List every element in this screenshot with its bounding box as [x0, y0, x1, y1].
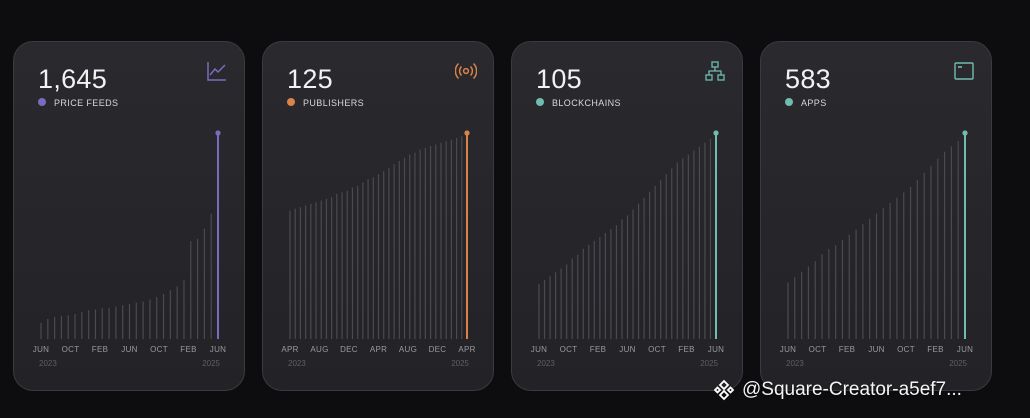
publishers-label: PUBLISHERS [303, 98, 365, 108]
x-tick-label: OCT [897, 345, 915, 354]
year-label: 2023 [537, 359, 555, 368]
window-icon [954, 62, 974, 80]
last-point-marker [464, 130, 470, 136]
x-tick-label: FEB [590, 345, 606, 354]
card-price-feeds: JUN OCT FEB JUN OCT FEB JUN 2023 2025 1,645 PRIC… [13, 41, 245, 391]
x-tick-label: JUN [33, 345, 49, 354]
price-feeds-dot [38, 98, 46, 106]
x-tick-label: APR [370, 345, 387, 354]
x-tick-label: JUN [121, 345, 137, 354]
year-label: 2025 [949, 359, 967, 368]
x-tick-label: JUN [619, 345, 635, 354]
watermark-text: @Square-Creator-a5ef7... [742, 379, 962, 400]
binance-logo-icon [713, 379, 735, 401]
x-tick-label: JUN [531, 345, 547, 354]
card-blockchains: JUN OCT FEB JUN OCT FEB JUN 2023 2025 105 BLOCKC… [511, 41, 743, 391]
blockchains-dot [536, 98, 544, 106]
card-apps: JUN OCT FEB JUN OCT FEB JUN 2023 2025 583 APPS [760, 41, 992, 391]
price-feeds-label: PRICE FEEDS [54, 98, 119, 108]
x-tick-label: APR [458, 345, 475, 354]
publishers-value: 125 [287, 64, 333, 94]
card-publishers: APR AUG DEC APR AUG DEC APR 2023 2025 125 PUBLIS… [262, 41, 494, 391]
watermark: @Square-Creator-a5ef7... [712, 378, 962, 402]
apps-label: APPS [801, 98, 827, 108]
apps-chart: JUN OCT FEB JUN OCT FEB JUN 2023 2025 [780, 130, 973, 368]
publishers-dot [287, 98, 295, 106]
x-tick-label: OCT [62, 345, 80, 354]
year-label: 2023 [39, 359, 57, 368]
apps-value: 583 [785, 64, 831, 94]
x-tick-label: AUG [399, 345, 417, 354]
x-tick-label: FEB [839, 345, 855, 354]
blockchains-label: BLOCKCHAINS [552, 98, 621, 108]
x-tick-label: JUN [868, 345, 884, 354]
year-label: 2025 [202, 359, 220, 368]
last-point-marker [713, 130, 719, 136]
x-tick-label: JUN [708, 345, 724, 354]
year-label: 2025 [700, 359, 718, 368]
x-tick-label: DEC [340, 345, 358, 354]
price-feeds-chart: JUN OCT FEB JUN OCT FEB JUN 2023 2025 [33, 130, 226, 368]
last-point-marker [962, 130, 968, 136]
x-tick-label: FEB [180, 345, 196, 354]
year-label: 2023 [786, 359, 804, 368]
x-tick-label: APR [281, 345, 298, 354]
network-icon [705, 61, 725, 81]
price-feeds-value: 1,645 [38, 64, 108, 94]
apps-dot [785, 98, 793, 106]
last-point-marker [215, 130, 221, 136]
x-tick-label: JUN [210, 345, 226, 354]
publishers-chart: APR AUG DEC APR AUG DEC APR 2023 2025 [281, 130, 475, 368]
year-label: 2025 [451, 359, 469, 368]
x-tick-label: DEC [429, 345, 447, 354]
blockchains-chart: JUN OCT FEB JUN OCT FEB JUN 2023 2025 [531, 130, 724, 368]
x-tick-label: OCT [150, 345, 168, 354]
x-tick-label: OCT [560, 345, 578, 354]
year-label: 2023 [288, 359, 306, 368]
broadcast-icon [455, 62, 477, 80]
x-tick-label: OCT [648, 345, 666, 354]
x-tick-label: FEB [678, 345, 694, 354]
x-tick-label: JUN [957, 345, 973, 354]
x-tick-label: AUG [310, 345, 328, 354]
x-tick-label: FEB [92, 345, 108, 354]
blockchains-value: 105 [536, 64, 582, 94]
x-tick-label: OCT [809, 345, 827, 354]
x-tick-label: JUN [780, 345, 796, 354]
trend-chart-icon [207, 62, 226, 81]
x-tick-label: FEB [927, 345, 943, 354]
